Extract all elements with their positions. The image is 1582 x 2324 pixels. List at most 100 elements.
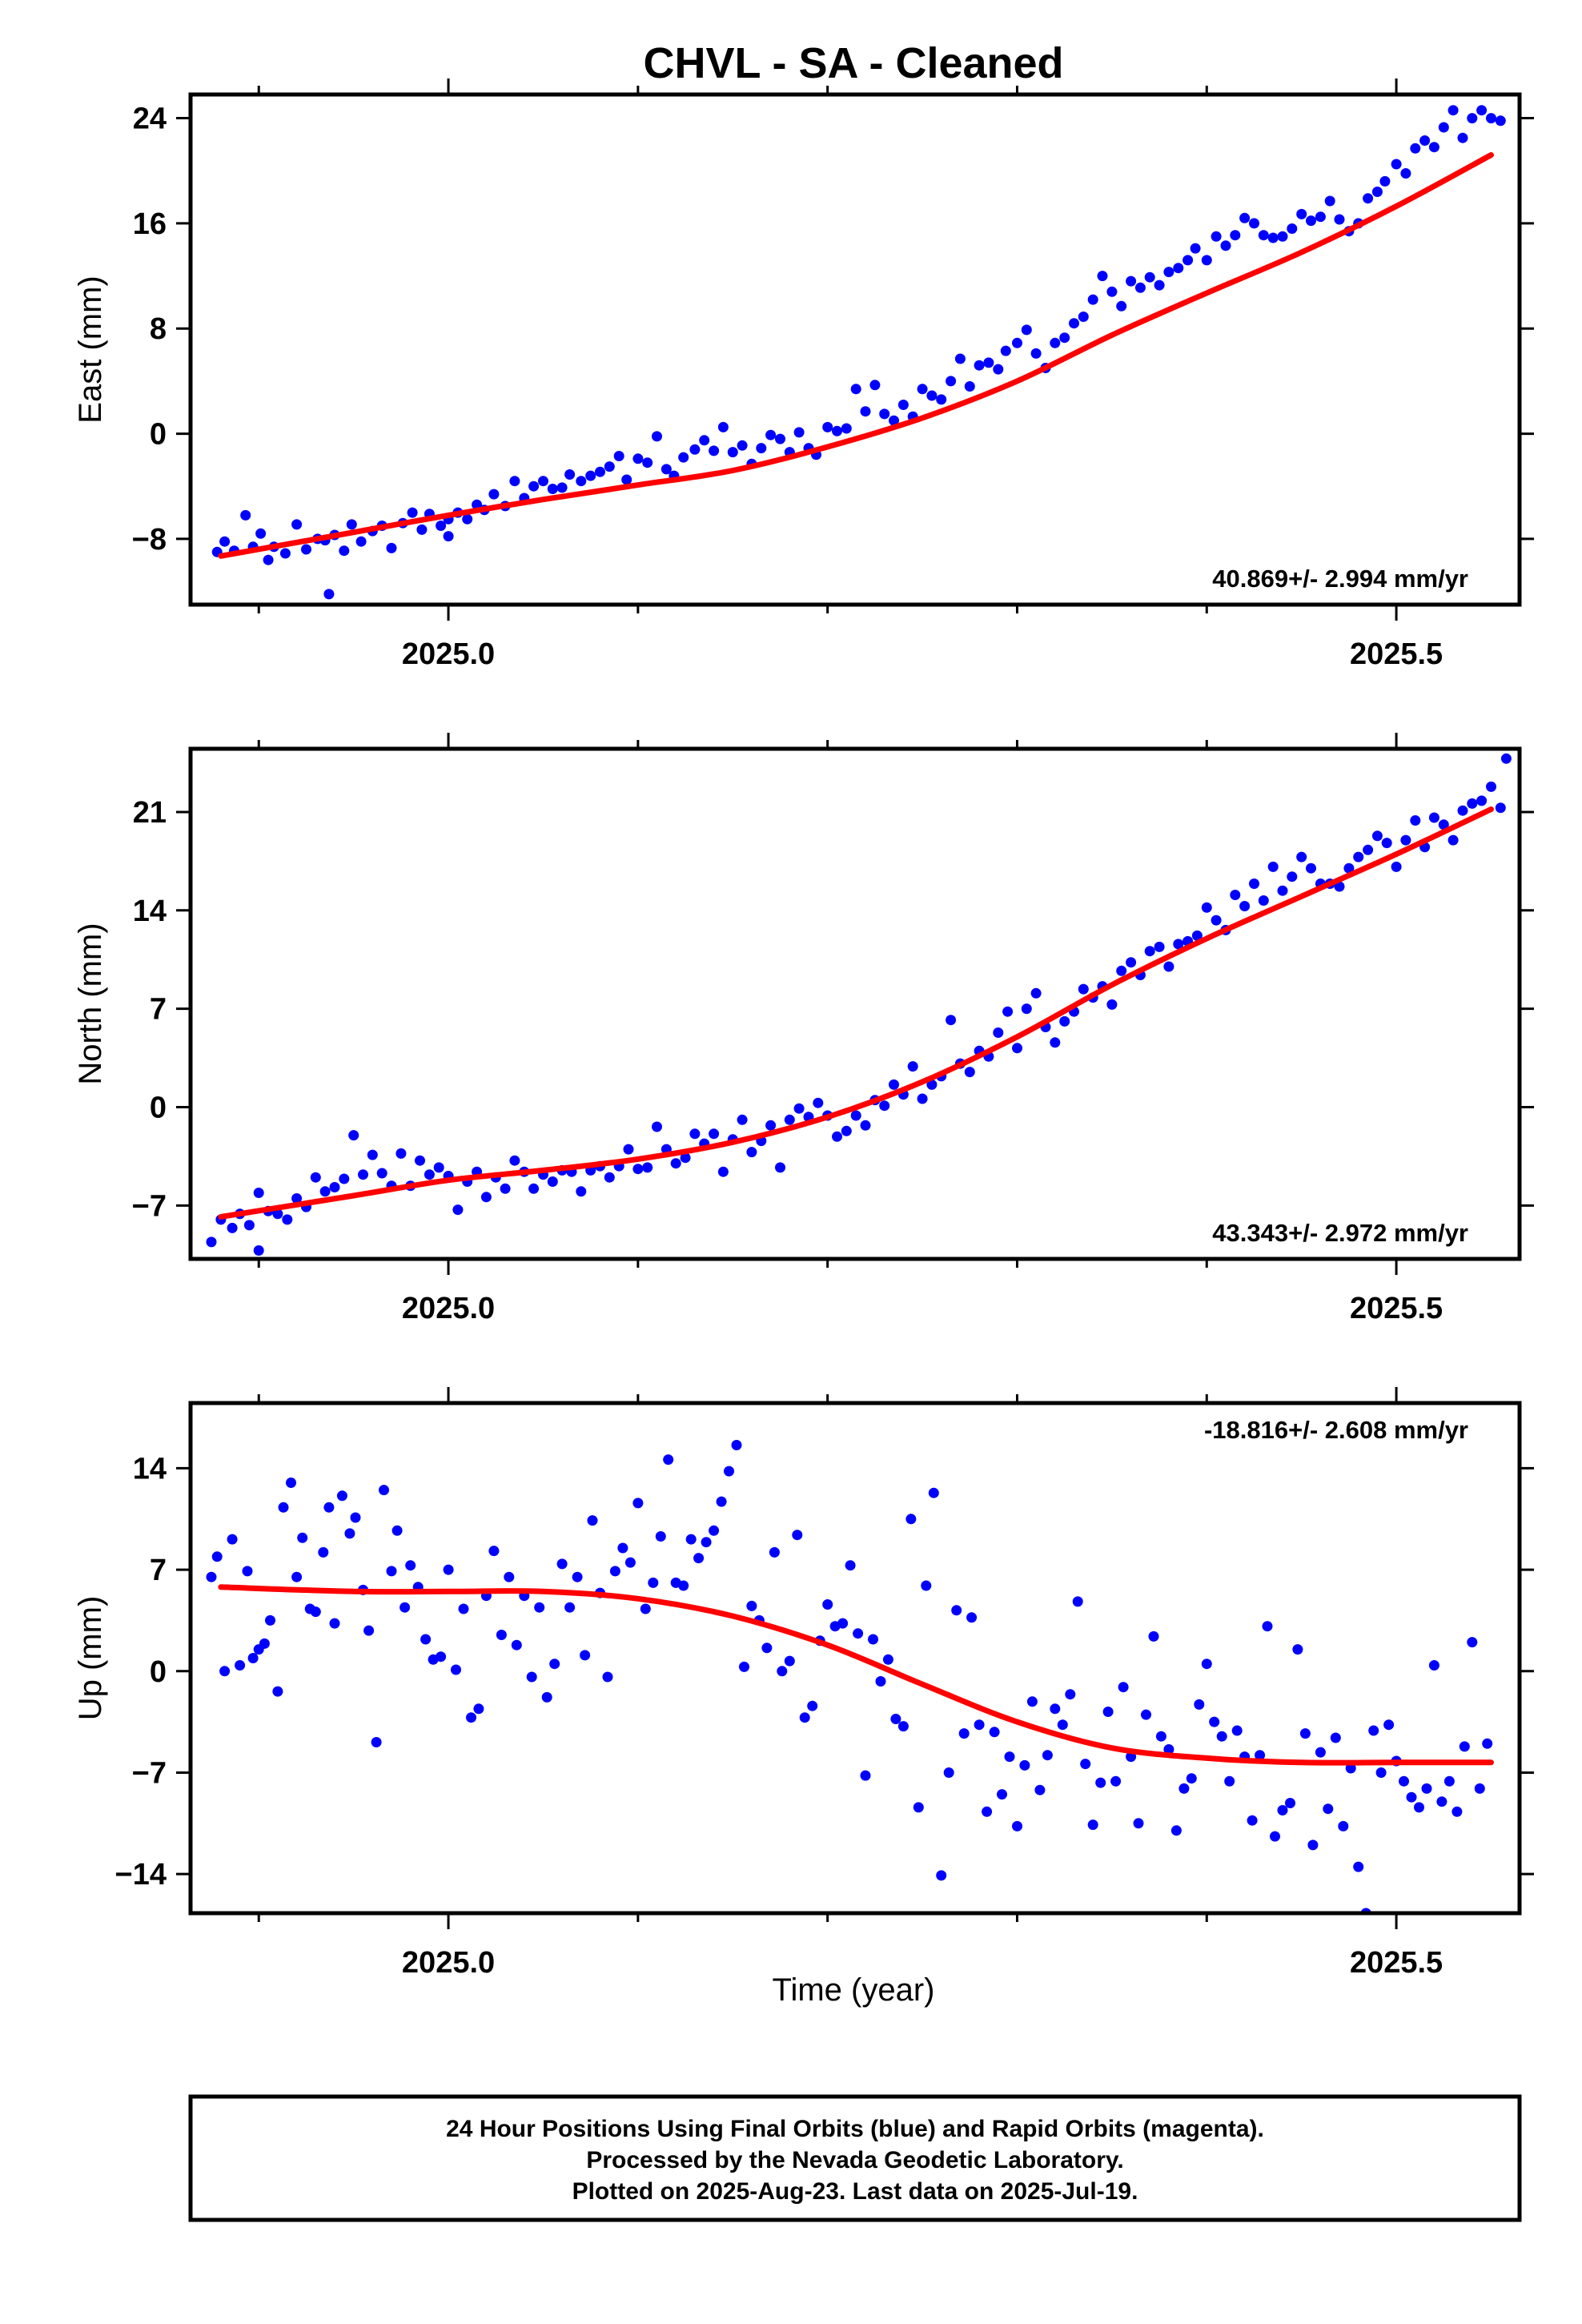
up-data-point: [297, 1532, 308, 1543]
east-data-point: [737, 440, 748, 451]
north-fit-line: [218, 806, 1494, 1220]
east-data-point: [1476, 105, 1488, 116]
up-data-point: [265, 1614, 275, 1626]
north-data-point: [689, 1128, 701, 1140]
north-data-point: [348, 1130, 359, 1141]
east-data-point: [1050, 337, 1061, 348]
up-data-point: [1095, 1777, 1106, 1788]
north-data-point: [339, 1173, 350, 1184]
up-data-point: [1428, 1660, 1439, 1671]
north-data-point: [1334, 881, 1345, 892]
up-data-point: [310, 1606, 321, 1618]
up-data-point: [247, 1653, 259, 1663]
up-data-point: [1216, 1731, 1227, 1742]
east-data-point: [879, 408, 890, 420]
up-data-point: [1270, 1831, 1280, 1842]
east-data-point: [1116, 300, 1127, 312]
east-data-point: [1428, 142, 1439, 153]
up-data-point: [1503, 0, 1513, 6]
north-panel: −7 0 7 14 21 2025.0 2025.5 North (mm) 43.343+/- …: [73, 733, 1534, 1325]
north-data-point: [528, 1183, 540, 1194]
north-data-point: [500, 1183, 511, 1194]
up-data-point: [602, 1671, 613, 1683]
up-data-point: [405, 1560, 416, 1571]
footer-line-1: 24 Hour Positions Using Final Orbits (bl…: [446, 2116, 1264, 2142]
north-data-point: [926, 1079, 938, 1090]
east-data-point: [1438, 122, 1449, 133]
east-data-point: [346, 519, 357, 530]
east-ylabel: East (mm): [73, 275, 108, 423]
up-data-point: [211, 1551, 223, 1562]
up-xtick-label: 2025.0: [402, 1946, 495, 1980]
up-data-point: [1004, 1751, 1015, 1763]
north-data-point: [964, 1067, 975, 1078]
east-data-point: [528, 480, 540, 492]
up-data-point: [1375, 1767, 1387, 1778]
up-data-point: [913, 1802, 924, 1813]
east-data-point: [443, 531, 454, 542]
east-data-point: [652, 431, 662, 442]
east-data-point: [832, 425, 842, 436]
up-data-point: [1307, 1839, 1319, 1851]
north-data-point: [433, 1162, 444, 1173]
north-data-point: [1277, 885, 1288, 896]
up-data-point: [556, 1558, 568, 1570]
up-data-point: [1201, 1659, 1212, 1670]
north-data-point: [291, 1193, 303, 1204]
east-data-point: [613, 451, 624, 461]
east-data-point: [1296, 208, 1307, 219]
east-data-point: [538, 476, 548, 487]
east-data-point: [869, 380, 881, 391]
x-axis-label: Time (year): [773, 1972, 935, 2008]
up-data-point: [436, 1651, 447, 1663]
up-data-point: [1383, 1719, 1395, 1731]
north-data-point: [1211, 915, 1222, 926]
east-data-point: [323, 589, 335, 600]
east-data-point: [860, 406, 871, 417]
up-data-point: [648, 1577, 659, 1588]
up-data-point: [799, 1712, 810, 1723]
north-data-point: [1486, 781, 1496, 792]
east-ytick-label: 16: [133, 207, 167, 241]
north-data-point: [253, 1245, 264, 1256]
north-data-point: [376, 1168, 387, 1179]
north-data-point: [1410, 815, 1421, 826]
up-data-point: [511, 1639, 522, 1651]
up-data-point: [488, 1546, 500, 1557]
north-data-point: [1021, 1003, 1032, 1015]
east-data-point: [1495, 115, 1506, 127]
east-data-point: [775, 433, 785, 444]
east-data-point: [1306, 215, 1316, 227]
up-data-point: [678, 1580, 689, 1591]
up-data-point: [526, 1671, 537, 1683]
north-data-point: [850, 1110, 861, 1121]
up-panel: −14 −7 0 7 14 2025.0 2025.5 Up (mm) -18.816+/- 2…: [73, 0, 1534, 1980]
up-data-point: [928, 1487, 939, 1498]
east-fit-line: [218, 152, 1494, 559]
up-data-point: [1080, 1759, 1091, 1770]
north-data-point: [1381, 838, 1392, 849]
north-data-point: [1438, 819, 1449, 830]
north-data-point: [1391, 861, 1402, 872]
east-frame: [188, 92, 1522, 607]
east-data-point: [661, 464, 672, 475]
east-rate-label: 40.869+/- 2.994 mm/yr: [1212, 565, 1468, 593]
up-data-point: [709, 1525, 720, 1536]
up-data-point: [951, 1605, 962, 1616]
up-data-point: [1436, 1796, 1447, 1807]
up-ytick-label: 14: [133, 1452, 167, 1486]
north-data-point: [1163, 961, 1174, 972]
up-data-point: [1406, 1791, 1417, 1803]
up-data-point: [1285, 1798, 1295, 1808]
north-data-point: [717, 1166, 729, 1177]
up-data-point: [784, 1655, 795, 1667]
up-data-point: [617, 1542, 628, 1554]
up-data-point: [609, 1566, 620, 1577]
up-data-point: [1133, 1818, 1144, 1829]
up-data-point: [1414, 1802, 1424, 1813]
east-data-point: [642, 457, 653, 468]
east-data-point: [339, 545, 350, 557]
footer-box: [188, 2094, 1522, 2222]
up-data-point: [587, 1515, 598, 1526]
